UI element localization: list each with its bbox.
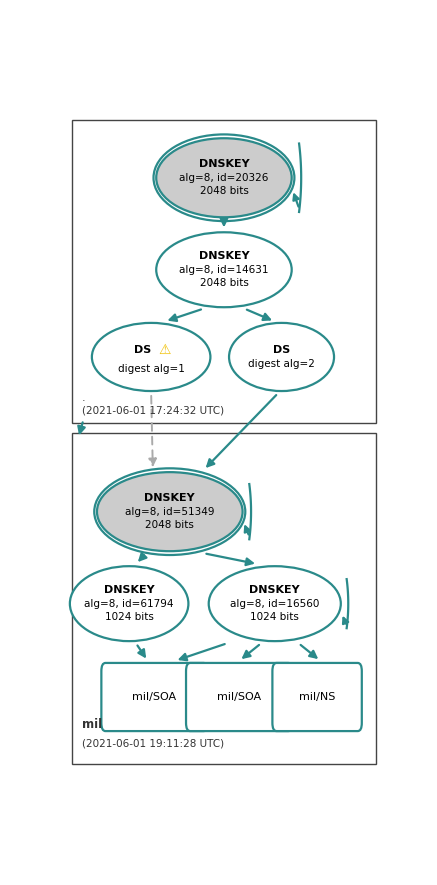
Text: mil/SOA: mil/SOA (132, 692, 177, 702)
Ellipse shape (209, 566, 341, 641)
Text: DNSKEY: DNSKEY (250, 585, 300, 595)
Text: 2048 bits: 2048 bits (146, 520, 194, 530)
FancyBboxPatch shape (272, 663, 362, 731)
Text: alg=8, id=51349: alg=8, id=51349 (125, 507, 215, 517)
Text: DNSKEY: DNSKEY (199, 159, 249, 169)
Ellipse shape (156, 138, 292, 218)
Text: (2021-06-01 17:24:32 UTC): (2021-06-01 17:24:32 UTC) (82, 405, 224, 416)
Text: DS: DS (134, 345, 151, 355)
Text: DNSKEY: DNSKEY (199, 251, 249, 261)
Text: digest alg=2: digest alg=2 (248, 358, 315, 369)
Bar (72, 119, 376, 423)
Text: DS: DS (273, 345, 290, 355)
Text: 2048 bits: 2048 bits (200, 279, 248, 289)
Ellipse shape (229, 323, 334, 391)
Text: (2021-06-01 19:11:28 UTC): (2021-06-01 19:11:28 UTC) (82, 739, 224, 749)
Text: 2048 bits: 2048 bits (200, 187, 248, 196)
Text: 1024 bits: 1024 bits (105, 612, 153, 622)
Ellipse shape (156, 232, 292, 307)
Text: mil/NS: mil/NS (299, 692, 335, 702)
Bar (72, 434, 376, 764)
Ellipse shape (97, 472, 243, 551)
Text: alg=8, id=14631: alg=8, id=14631 (179, 265, 269, 274)
Text: alg=8, id=20326: alg=8, id=20326 (179, 173, 269, 182)
Text: digest alg=1: digest alg=1 (118, 365, 184, 374)
Text: DNSKEY: DNSKEY (104, 585, 154, 595)
Text: mil/SOA: mil/SOA (217, 692, 261, 702)
Text: .: . (82, 393, 85, 404)
Text: DNSKEY: DNSKEY (145, 493, 195, 503)
Ellipse shape (70, 566, 188, 641)
Text: mil: mil (82, 719, 102, 731)
Text: 1024 bits: 1024 bits (250, 612, 299, 622)
Text: alg=8, id=16560: alg=8, id=16560 (230, 598, 319, 609)
FancyBboxPatch shape (101, 663, 208, 731)
FancyBboxPatch shape (186, 663, 292, 731)
Ellipse shape (92, 323, 211, 391)
Text: alg=8, id=61794: alg=8, id=61794 (84, 598, 174, 609)
Text: ⚠: ⚠ (159, 343, 171, 358)
